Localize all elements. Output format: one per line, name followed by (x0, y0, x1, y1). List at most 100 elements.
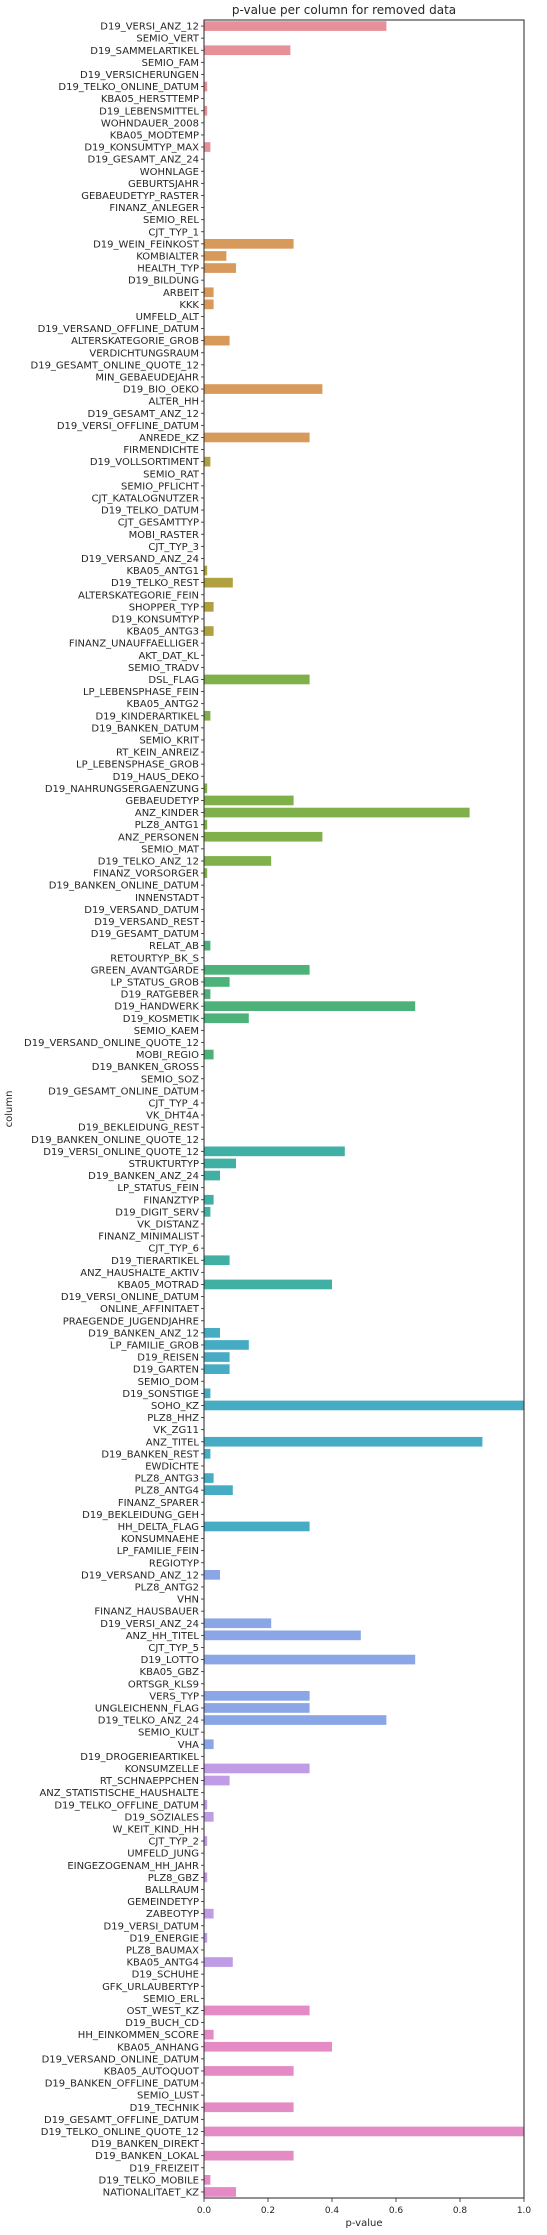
bar (204, 1449, 210, 1459)
y-tick-label: D19_NAHRUNGSERGAENZUNG (45, 784, 199, 795)
bar (204, 1776, 230, 1786)
bar (204, 2066, 294, 2076)
bar (204, 1715, 386, 1725)
bar (204, 21, 386, 31)
y-tick-label: FINANZ_VORSORGER (93, 869, 199, 880)
bar (204, 251, 226, 261)
y-tick-label: FINANZ_ANLEGER (109, 203, 199, 214)
bar (204, 2042, 332, 2052)
y-tick-label: CJT_KATALOGNUTZER (91, 493, 199, 504)
y-tick-label: GREEN_AVANTGARDE (91, 965, 199, 976)
y-tick-label: ANZ_STATISTISCHE_HAUSHALTE (39, 1788, 199, 1799)
y-tick-label: SEMIO_ERL (143, 1994, 199, 2005)
y-tick-label: D19_LOTTO (141, 1655, 200, 1666)
y-tick-label: GEBAEUDETYP (125, 796, 199, 807)
bar (204, 1522, 310, 1532)
y-tick-label: CJT_TYP_5 (148, 1643, 199, 1654)
y-tick-label: RT_KEIN_ANREIZ (116, 748, 199, 759)
y-tick-label: D19_BANKEN_LOKAL (95, 2151, 199, 2162)
y-tick-label: D19_VERSAND_ONLINE_DATUM (42, 2054, 199, 2065)
y-tick-label: KBA05_HERSTTEMP (101, 94, 199, 105)
y-tick-label: D19_TELKO_REST (111, 578, 200, 589)
y-tick-label: PLZ8_BAUMAX (126, 1945, 199, 1956)
y-tick-label: D19_BANKEN_REST (101, 1449, 200, 1460)
y-tick-label: D19_REISEN (137, 1353, 199, 1364)
y-tick-label: D19_BANKEN_ONLINE_QUOTE_12 (31, 1135, 199, 1146)
bar (204, 808, 470, 818)
bar (204, 796, 294, 806)
bar (204, 1703, 310, 1713)
y-tick-label: D19_HAUS_DEKO (113, 772, 199, 783)
y-tick-label: GEBAEUDETYP_RASTER (81, 191, 199, 202)
y-tick-label: SEMIO_TRADV (128, 663, 199, 674)
y-tick-label: KBA05_GBZ (140, 1667, 200, 1678)
y-tick-label: VHN (177, 1595, 199, 1606)
y-tick-label: CJT_TYP_1 (148, 227, 199, 238)
y-tick-label: PLZ8_ANTG4 (135, 1486, 199, 1497)
y-tick-label: FIRMENDICHTE (123, 445, 199, 456)
y-tick-label: SEMIO_FAM (142, 58, 199, 69)
y-tick-label: ANZ_HAUSHALTE_AKTIV (80, 1268, 199, 1279)
bar (204, 1001, 415, 1011)
y-tick-label: KBA05_ANTG1 (126, 566, 199, 577)
bar (204, 287, 214, 297)
bar (204, 965, 310, 975)
y-tick-label: ANZ_PERSONEN (118, 832, 199, 843)
y-tick-label: FINANZ_SPARER (118, 1498, 199, 1509)
y-tick-label: D19_VERSI_ONLINE_QUOTE_12 (43, 1147, 199, 1158)
bar (204, 1207, 210, 1217)
y-tick-label: SEMIO_MAT (141, 844, 200, 855)
x-tick-label: 1.0 (517, 2206, 532, 2216)
y-tick-label: ANZ_KINDER (135, 808, 199, 819)
y-tick-label: FINANZTYP (143, 1195, 199, 1206)
y-tick-label: D19_TELKO_ONLINE_DATUM (58, 82, 199, 93)
y-tick-label: KBA05_ANTG2 (126, 699, 199, 710)
bar (204, 1255, 230, 1265)
bar (204, 1618, 271, 1628)
y-tick-label: PLZ8_GBZ (148, 1873, 199, 1884)
y-tick-label: SEMIO_SOZ (141, 1074, 199, 1085)
y-tick-label: KBA05_MODTEMP (110, 130, 199, 141)
y-tick-label: D19_ENERGIE (129, 1933, 199, 1944)
y-tick-label: D19_BANKEN_GROSS (92, 1062, 199, 1073)
y-tick-label: PLZ8_ANTG3 (135, 1474, 199, 1485)
bar (204, 1340, 249, 1350)
y-tick-label: D19_TELKO_ONLINE_QUOTE_12 (41, 2127, 199, 2138)
y-tick-label: PLZ8_HHZ (147, 1413, 199, 1424)
y-tick-label: EINGEZOGENAM_HH_JAHR (67, 1861, 199, 1872)
y-tick-label: D19_BEKLEIDUNG_REST (78, 1123, 200, 1134)
y-tick-label: D19_TELKO_MOBILE (98, 2175, 199, 2186)
y-tick-labels: D19_VERSI_ANZ_12SEMIO_VERTD19_SAMMELARTI… (24, 22, 204, 2199)
bar (204, 2151, 294, 2161)
x-tick-label: 0.2 (261, 2206, 275, 2216)
y-tick-label: UMFELD_ALT (136, 312, 200, 323)
bar (204, 1437, 482, 1447)
y-tick-label: KBA05_ANTG3 (126, 627, 199, 638)
y-tick-label: VERDICHTUNGSRAUM (89, 348, 199, 359)
y-tick-label: D19_VERSAND_ANZ_12 (81, 1570, 199, 1581)
bar (204, 626, 214, 636)
y-tick-label: KKK (179, 300, 199, 311)
y-tick-label: KONSUMZELLE (125, 1764, 199, 1775)
y-tick-label: D19_FREIZEIT (129, 2163, 200, 2174)
y-tick-label: FINANZ_HAUSBAUER (94, 1607, 199, 1618)
y-tick-label: D19_BANKEN_ANZ_12 (88, 1328, 199, 1339)
y-tick-label: D19_LEBENSMITTEL (99, 106, 199, 117)
bar (204, 1389, 210, 1399)
y-tick-label: RT_SCHNAEPPCHEN (100, 1776, 199, 1787)
bar (204, 941, 210, 951)
y-tick-label: MOBI_REGIO (136, 1050, 199, 1061)
y-tick-label: SEMIO_PFLICHT (121, 481, 200, 492)
y-tick-label: LP_FAMILIE_FEIN (117, 1546, 199, 1557)
y-tick-label: D19_TELKO_OFFLINE_DATUM (54, 1800, 199, 1811)
x-tick-label: 0.8 (453, 2206, 468, 2216)
y-tick-label: D19_GESAMT_OFFLINE_DATUM (44, 2115, 199, 2126)
bar (204, 239, 294, 249)
x-axis-label: p-value (345, 2218, 382, 2229)
bar (204, 1764, 310, 1774)
y-tick-label: D19_VERSAND_ONLINE_QUOTE_12 (24, 1038, 199, 1049)
bar (204, 1812, 214, 1822)
bar (204, 832, 322, 842)
y-tick-label: D19_BEKLEIDUNG_GEH (82, 1510, 199, 1521)
y-tick-label: D19_GESAMT_DATUM (91, 929, 199, 940)
